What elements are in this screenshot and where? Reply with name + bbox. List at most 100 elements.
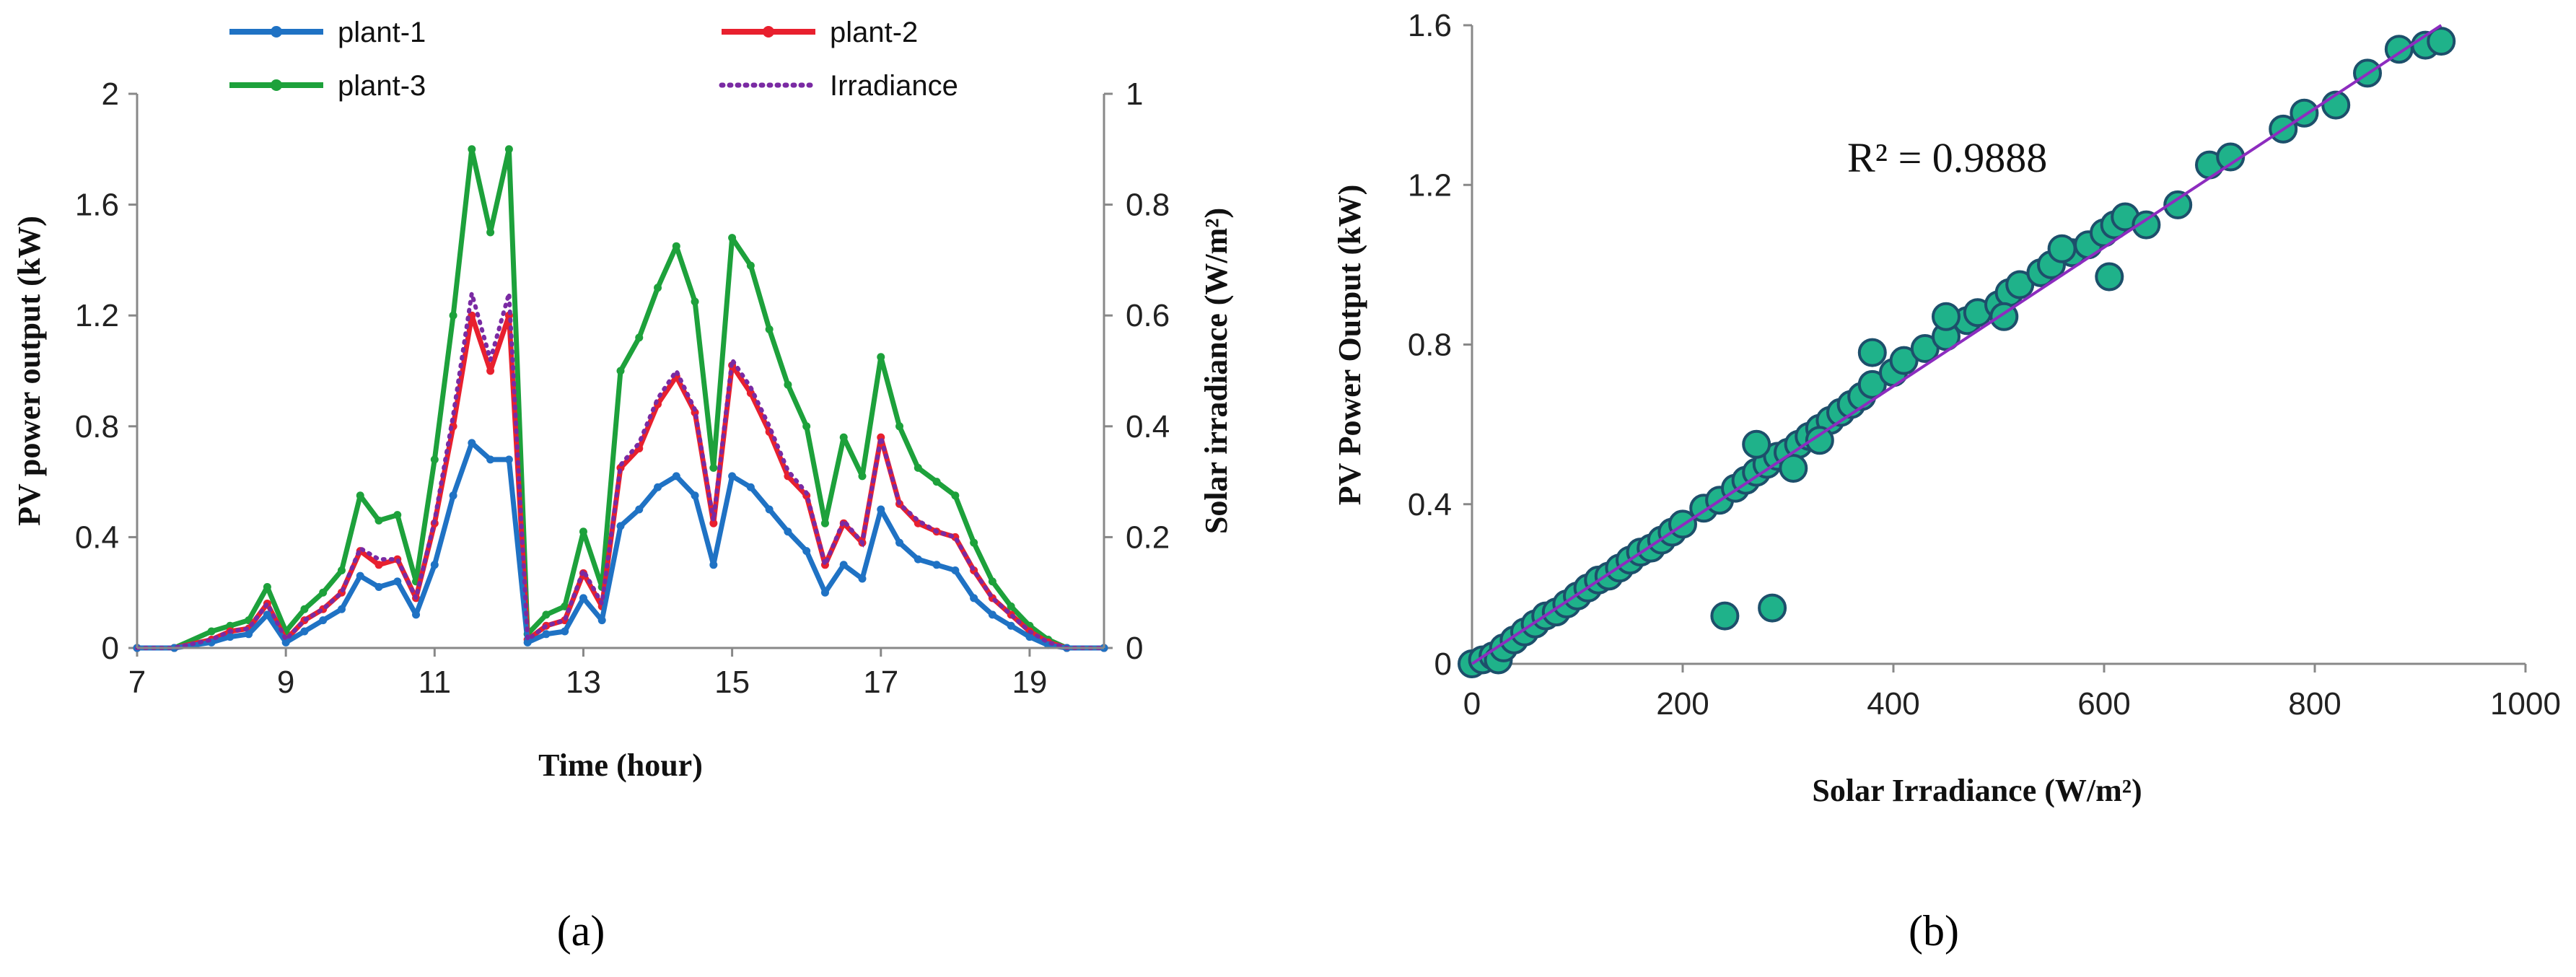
chart-a-point-plant-1 (951, 566, 960, 574)
chart-b-point (2163, 190, 2193, 219)
chart-a-point-plant-3 (263, 583, 271, 592)
chart-a-point-plant-1 (1025, 633, 1034, 641)
chart-a-point-plant-1 (542, 630, 551, 639)
chart-a-y-tick-label: 0.4 (75, 520, 119, 555)
chart-b-x-tick-label: 1000 (2490, 686, 2561, 722)
chart-a-point-plant-3 (877, 353, 885, 362)
chart-a-point-plant-1 (839, 561, 848, 569)
chart-a-point-plant-1 (988, 610, 996, 619)
legend-label: plant-1 (338, 17, 426, 48)
chart-a-point-plant-3 (728, 234, 737, 242)
chart-b-x-tick-label: 0 (1463, 686, 1481, 722)
chart-a-point-plant-2 (486, 367, 495, 375)
chart-a-point-plant-3 (449, 311, 457, 320)
chart-a-point-plant-1 (858, 574, 867, 583)
chart-a-y2label: Solar irradiance (W/m²) (1199, 208, 1234, 534)
chart-a-point-plant-1 (263, 610, 271, 619)
chart-a-point-plant-3 (542, 610, 551, 619)
chart-a-y2-tick-label: 0.6 (1126, 298, 1170, 333)
chart-a-point-plant-1 (597, 616, 606, 625)
chart-b-y-tick-label: 1.2 (1408, 167, 1452, 203)
chart-a-point-plant-3 (858, 472, 867, 481)
chart-a-point-plant-1 (784, 527, 792, 536)
chart-a-point-plant-1 (802, 547, 811, 556)
chart-a-point-plant-3 (802, 422, 811, 431)
legend-label: plant-3 (338, 70, 426, 102)
chart-a-point-plant-1 (523, 638, 532, 647)
legend-item-irradiance: Irradiance (719, 70, 958, 102)
chart-a-x-tick-label: 17 (863, 665, 898, 700)
chart-a-point-plant-3 (226, 621, 235, 630)
chart-a-point-plant-1 (281, 638, 290, 647)
chart-a-point-plant-3 (746, 261, 755, 270)
chart-a-point-plant-3 (820, 519, 829, 527)
chart-b-xlabel: Solar Irradiance (W/m²) (1812, 773, 2142, 808)
chart-b-x-tick-label: 600 (2077, 686, 2130, 722)
chart-b-point (2095, 262, 2124, 292)
chart-b-x-tick-label: 200 (1656, 686, 1709, 722)
chart-b-r2-annotation: R² = 0.9888 (1847, 134, 2047, 181)
chart-a-point-plant-3 (430, 455, 439, 464)
chart-a-point-plant-3 (765, 325, 774, 333)
legend-label: plant-2 (830, 17, 918, 48)
chart-a-point-plant-1 (820, 588, 829, 597)
chart-a-ylabel: PV power output (kW) (12, 216, 47, 526)
chart-b-y-tick-label: 0.4 (1408, 487, 1452, 522)
chart-a-point-plant-1 (932, 561, 941, 569)
chart-b-point (2047, 234, 2077, 263)
chart-a-x-tick-label: 19 (1012, 665, 1047, 700)
chart-a-point-plant-3 (468, 145, 476, 154)
chart-a-point-plant-1 (877, 505, 885, 514)
chart-a-point-plant-1 (356, 571, 364, 580)
chart-a-point-plant-2 (374, 561, 383, 569)
chart-a-line-irradiance (135, 292, 1106, 650)
chart-b-point (1889, 346, 1919, 375)
chart-a-point-plant-1 (970, 594, 978, 603)
chart-a-point-plant-1 (226, 633, 235, 641)
chart-a-xlabel: Time (hour) (538, 748, 703, 783)
chart-b-ylabel: PV Power Output (kW) (1332, 185, 1367, 506)
chart-a-point-plant-3 (319, 588, 328, 597)
chart-a-point-plant-1 (374, 583, 383, 592)
legend-item-plant-3: plant-3 (229, 70, 426, 102)
chart-a-point-plant-2 (914, 519, 922, 527)
chart-a-point-plant-1 (468, 439, 476, 447)
legend-item-plant-1: plant-1 (229, 17, 426, 48)
chart-a-y-tick-label: 1.2 (75, 298, 119, 333)
chart-b-y-tick-label: 0 (1434, 647, 1452, 682)
chart-b-x-tick-label: 800 (2288, 686, 2341, 722)
chart-a-point-plant-1 (245, 630, 253, 639)
chart-a-point-plant-1 (654, 483, 662, 491)
chart-a-point-plant-1 (430, 561, 439, 569)
chart-a-x-tick-label: 11 (418, 665, 451, 700)
chart-a-point-plant-1 (579, 594, 587, 603)
chart-a-y-tick-label: 0.8 (75, 409, 119, 444)
legend-marker (763, 26, 774, 38)
chart-a-point-plant-3 (691, 297, 699, 306)
chart-a-point-plant-3 (1007, 602, 1015, 610)
chart-b-point (1932, 302, 1961, 331)
chart-a-x-tick-label: 7 (128, 665, 146, 700)
chart-a-point-plant-3 (932, 478, 941, 486)
legend-label: Irradiance (830, 70, 958, 102)
chart-a-point-plant-1 (337, 605, 346, 613)
panel-b-label: (b) (1909, 907, 1959, 955)
chart-a-y2-tick-label: 0 (1126, 631, 1143, 666)
chart-b-point (1710, 601, 1740, 631)
chart-a-y2-tick-label: 1 (1126, 76, 1143, 112)
chart-a-point-plant-3 (337, 566, 346, 574)
chart-a-point-plant-1 (412, 610, 421, 619)
chart-b-point (1805, 426, 1834, 455)
chart-a-point-plant-3 (895, 422, 904, 431)
chart-a-series-plant-2 (133, 311, 1108, 652)
chart-a-x-tick-label: 13 (566, 665, 601, 700)
chart-a-point-plant-3 (579, 527, 587, 536)
chart-a-point-plant-3 (393, 511, 402, 520)
chart-a-point-plant-1 (914, 555, 922, 564)
chart-a-y-tick-label: 2 (102, 76, 119, 112)
chart-a-point-plant-1 (486, 455, 495, 464)
chart-a-point-plant-3 (635, 333, 644, 342)
chart-a: 7 9 11 13 15 17 19 0 0.4 0.8 1.2 1.6 2 0 0.2 0.4 0.6 0.… (12, 17, 1234, 955)
chart-b-y-tick-label: 0.8 (1408, 328, 1452, 363)
chart-a-line-plant-2 (137, 312, 1104, 651)
